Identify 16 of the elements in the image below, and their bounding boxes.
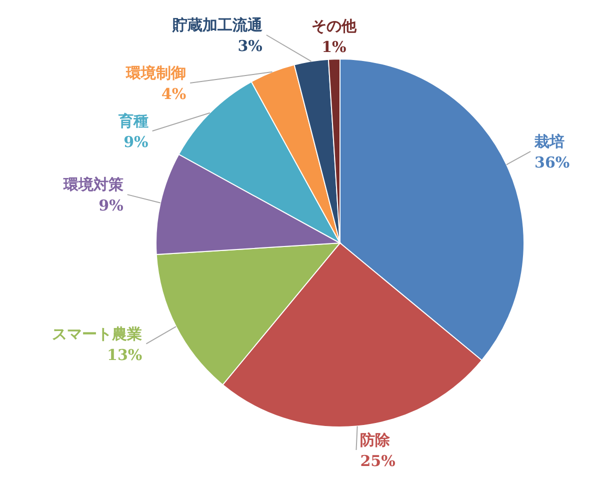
slice-label: 育種 xyxy=(117,112,148,130)
slice-label: 環境制御 xyxy=(125,64,186,82)
data-label: 13% xyxy=(107,346,142,364)
data-label: 3% xyxy=(238,37,262,55)
slice-label: その他 xyxy=(311,17,358,36)
data-label: 25% xyxy=(360,452,396,470)
slice-label: スマート農業 xyxy=(52,324,142,343)
data-label: 9% xyxy=(124,133,148,151)
data-label: 36% xyxy=(534,153,570,172)
slice-label: 栽培 xyxy=(534,132,565,150)
data-label: 9% xyxy=(98,196,124,215)
slice-label: 防除 xyxy=(360,431,392,449)
data-label: 1% xyxy=(322,38,346,56)
slice-label: 環境対策 xyxy=(62,176,124,194)
slice-label: 貯蔵加工流通 xyxy=(171,16,264,34)
data-label: 4% xyxy=(161,85,186,103)
